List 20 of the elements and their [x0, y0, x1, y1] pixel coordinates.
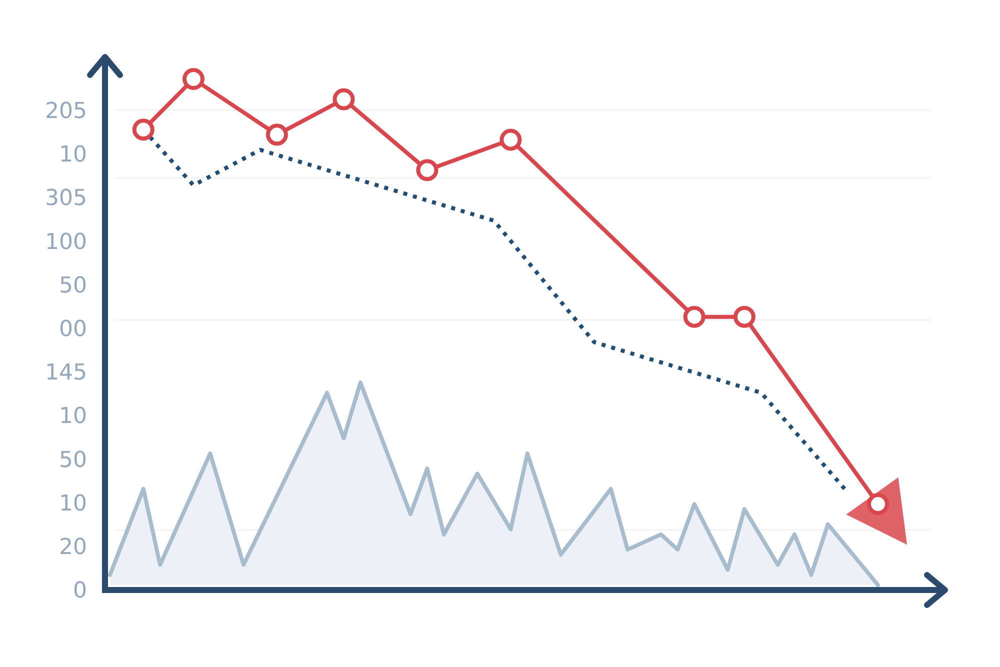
text: 10 [59, 404, 87, 430]
point [182, 68, 204, 90]
point [733, 306, 756, 328]
point [416, 159, 438, 182]
point [266, 124, 288, 146]
text: 205 [45, 99, 87, 124]
text: 20 [59, 535, 87, 560]
text: 50 [59, 448, 87, 473]
text: 00 [59, 317, 87, 342]
text: 10 [59, 142, 87, 168]
text: 145 [45, 360, 87, 386]
point [332, 88, 355, 110]
text: 50 [59, 273, 87, 298]
point [683, 306, 706, 328]
text: 0 [73, 578, 87, 604]
point [132, 118, 154, 141]
text: 305 [45, 186, 87, 212]
text: 10 [59, 491, 87, 516]
text: 100 [45, 230, 87, 255]
point [500, 128, 522, 151]
